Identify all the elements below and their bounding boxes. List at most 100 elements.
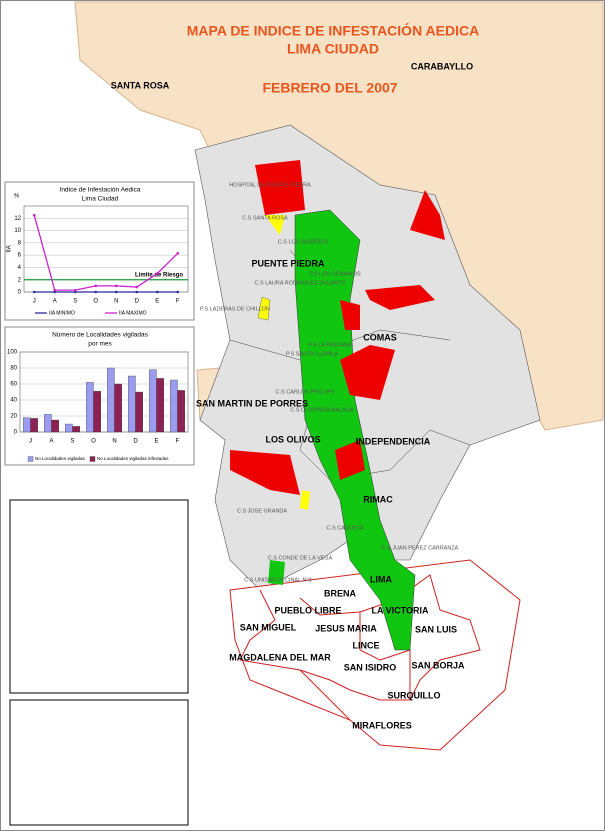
point (114, 284, 118, 288)
y-tick-label: 100 (7, 350, 18, 356)
reference-label: Limite de Riesgo (135, 272, 183, 278)
district-label: BRENA (324, 588, 357, 598)
level-gt2 (365, 285, 435, 310)
y-tick-label: 10 (14, 228, 21, 234)
district-border (239, 589, 351, 721)
legend-label: No Localidades vigiladas infestadas (97, 456, 169, 461)
charts: Indice de Infestación Aedica Lima Ciudad%… (7, 187, 189, 462)
facility-label: P.S SANTA LUZMILA (286, 351, 338, 357)
y-tick-label: 80 (10, 366, 17, 372)
facility-label: P.S LOS GERANIOS (309, 271, 361, 277)
map-title: LIMA CIUDAD (287, 41, 379, 57)
south-districts (229, 559, 521, 751)
legend-label: No Localidades vigiladas (35, 456, 86, 461)
bar (30, 418, 38, 433)
bar (72, 426, 80, 433)
point (94, 290, 98, 294)
facility-label: C.S CAQUETA (327, 525, 364, 531)
y-tick-label: 60 (10, 382, 17, 388)
x-tick-label: A (53, 299, 57, 305)
chart-title: Indice de Infestación Aedica (60, 187, 141, 194)
facility-label: C.S CARLOS PHILLIPS (276, 389, 335, 395)
point (73, 288, 77, 292)
level-1-2 (257, 296, 271, 321)
bar (107, 367, 115, 433)
x-tick-label: F (176, 299, 180, 305)
bar (177, 390, 185, 433)
x-tick-label: O (93, 299, 98, 305)
point (135, 285, 139, 289)
point (176, 252, 180, 255)
level-0-1 (294, 209, 416, 651)
legend-swatch (27, 456, 34, 462)
bar (22, 417, 31, 433)
level-gt2 (255, 160, 305, 215)
plot-frame (19, 351, 189, 433)
district-label: JESUS MARIA (315, 623, 377, 633)
district-label: SURQUILLO (388, 690, 441, 700)
district-label: SAN ISIDRO (344, 662, 397, 672)
facility-label: C.S JOSE GRANDA (237, 508, 287, 514)
legend-swatch (89, 456, 96, 462)
chart-box (4, 181, 195, 321)
facility-label: C.S CLORINDA MALAGA (290, 407, 354, 413)
y-tick-label: 12 (14, 216, 21, 222)
chart-subtitle: Lima Ciudad (82, 196, 119, 203)
district-label: SAN MIGUEL (240, 622, 297, 632)
district-label: INDEPENDENCIA (356, 436, 431, 446)
district-label: MAGDALENA DEL MAR (229, 652, 331, 662)
chart-title: Número de Localidades vigiladas (52, 332, 149, 339)
bar (127, 375, 136, 433)
district-label: LA VICTORIA (371, 605, 429, 615)
map (74, 1, 604, 751)
y-tick-label: 6 (18, 253, 22, 259)
bar (93, 391, 101, 433)
y-tick-label: 0 (18, 290, 22, 296)
bar (86, 382, 94, 433)
x-tick-label: J (29, 439, 32, 445)
x-tick-label: A (49, 439, 53, 445)
point (135, 290, 139, 294)
district-label: SAN BORJA (411, 660, 465, 670)
x-tick-label: O (91, 439, 96, 445)
y-tick-label: 2 (18, 277, 22, 283)
level-gt2 (335, 440, 365, 480)
x-tick-label: D (135, 299, 140, 305)
level-gt2 (410, 190, 445, 240)
point (176, 290, 180, 294)
map-title: MAPA DE INDICE DE INFESTACIÓN AEDICA (187, 22, 479, 39)
chart-subtitle: por mes (88, 341, 112, 348)
x-tick-label: E (154, 439, 158, 445)
map-title: FEBRERO DEL 2007 (262, 80, 397, 96)
legend-box (9, 499, 189, 694)
bar (51, 419, 59, 433)
facility-label: C.S SANTA ROSA (242, 215, 288, 221)
point (73, 290, 77, 294)
bar (65, 423, 73, 433)
point (114, 290, 118, 294)
point (155, 290, 159, 294)
point (53, 288, 57, 292)
series-line (33, 215, 179, 291)
y-tick-label: 0 (14, 430, 18, 436)
x-tick-label: S (73, 299, 77, 305)
y-tick-label: 4 (18, 265, 22, 271)
legend-label: IIA MAXIMO (119, 310, 147, 316)
bar (135, 391, 143, 433)
x-tick-label: F (176, 439, 180, 445)
x-tick-label: J (33, 299, 36, 305)
point (32, 290, 36, 294)
level-1-2 (300, 490, 310, 510)
district-label: SAN MARTIN DE PORRES (196, 398, 308, 408)
legend-box (9, 699, 189, 826)
district-border (359, 612, 411, 700)
facility-label: C.S CONDE DE LA VEGA (268, 555, 333, 561)
point (94, 284, 98, 288)
district-label: PUEBLO LIBRE (274, 605, 341, 615)
level-gt2 (340, 345, 395, 400)
facility-label: C.S UNIDAD VECINAL N°3 (244, 577, 311, 583)
y-unit: % (14, 194, 20, 200)
district-label: PUENTE PIEDRA (251, 258, 325, 268)
x-tick-label: N (112, 439, 116, 445)
level-0-1 (268, 560, 285, 585)
